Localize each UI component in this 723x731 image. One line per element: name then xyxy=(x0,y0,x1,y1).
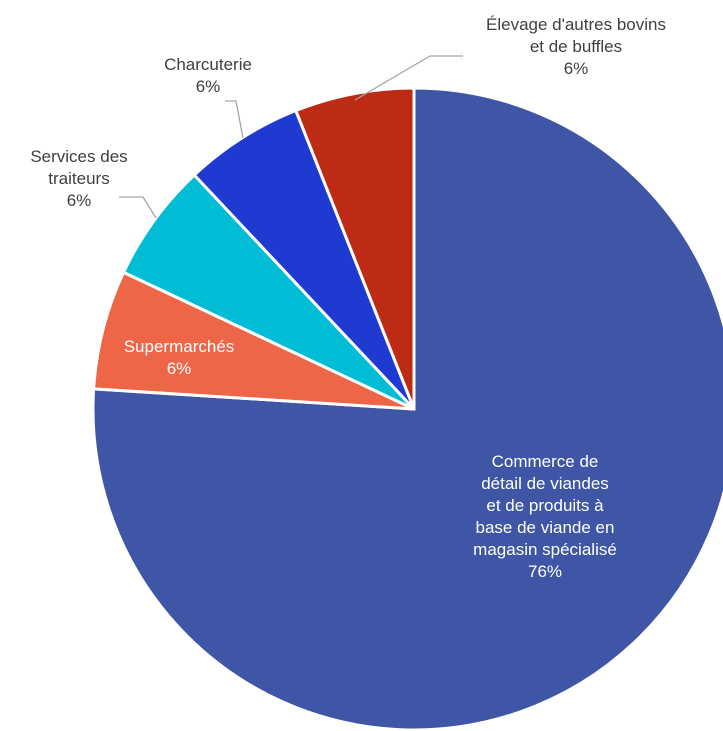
slice-category-label: Commerce de xyxy=(492,452,599,471)
slice-category-label: Élevage d'autres bovins xyxy=(486,15,666,34)
slice-percent-label: 6% xyxy=(167,359,192,378)
slice-labels: Commerce de détail de viandes et de produi… xyxy=(30,15,666,581)
pie-slices xyxy=(91,86,723,731)
slice-category-label: détail de viandes xyxy=(481,474,609,493)
slice-category-label: Charcuterie xyxy=(164,55,252,74)
slice-percent-label: 6% xyxy=(67,191,92,210)
pie-slice-elevage-d-autres-bovins-et-de-buffles xyxy=(293,86,416,410)
leader-lines xyxy=(119,55,463,219)
data-label-elevage-d-autres-bovins-et-de-buffles: Élevage d'autres bovins et de buffles 6% xyxy=(486,15,666,78)
leader-line-elevage-d-autres-bovins-et-de-buffles xyxy=(354,55,463,101)
leader-line-services-des-traiteurs xyxy=(119,196,157,219)
slice-category-label: base de viande en xyxy=(476,518,615,537)
leader-line-charcuterie xyxy=(225,100,244,139)
slice-percent-label: 6% xyxy=(196,77,221,96)
slice-category-label: et de buffles xyxy=(530,37,622,56)
slice-percent-label: 76% xyxy=(528,562,562,581)
data-label-commerce-de-detail-de-viandes-et-de-prod: Commerce de détail de viandes et de produi… xyxy=(473,452,617,581)
data-label-services-des-traiteurs: Services des traiteurs 6% xyxy=(30,147,127,210)
data-label-charcuterie: Charcuterie 6% xyxy=(164,55,252,96)
pie-slice-services-des-traiteurs xyxy=(121,172,416,411)
slice-category-label: Services des xyxy=(30,147,127,166)
slice-category-label: Supermarchés xyxy=(124,337,235,356)
pie-slice-charcuterie xyxy=(192,108,416,411)
slice-category-label: et de produits à xyxy=(486,496,604,515)
data-label-supermarches: Supermarchés 6% xyxy=(124,337,235,378)
pie-slice-supermarches xyxy=(92,270,415,411)
slice-category-label: traiteurs xyxy=(48,169,109,188)
slice-percent-label: 6% xyxy=(564,59,589,78)
slice-category-label: magasin spécialisé xyxy=(473,540,617,559)
